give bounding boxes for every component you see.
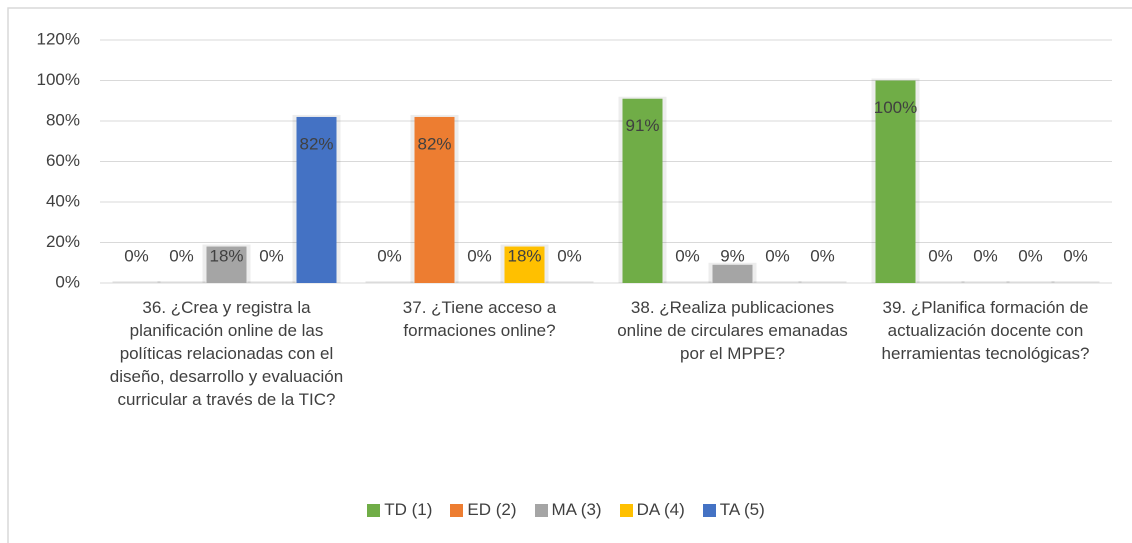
x-tick-label: 37. ¿Tiene acceso a formaciones online? xyxy=(402,298,557,340)
data-label: 0% xyxy=(259,246,284,265)
bar xyxy=(875,80,916,283)
data-label: 82% xyxy=(417,134,451,153)
data-label: 0% xyxy=(124,246,149,265)
data-label: 0% xyxy=(467,246,492,265)
bar-shadow xyxy=(1006,281,1055,283)
data-label: 0% xyxy=(928,246,953,265)
data-label: 82% xyxy=(299,134,333,153)
bar-shadow xyxy=(455,281,504,283)
legend-label: TA (5) xyxy=(719,500,765,519)
data-label: 0% xyxy=(169,246,194,265)
legend-label: ED (2) xyxy=(467,500,517,519)
y-tick-label: 20% xyxy=(46,232,80,251)
data-label: 0% xyxy=(1018,246,1043,265)
data-label: 18% xyxy=(209,246,243,265)
bar-shadow xyxy=(247,281,296,283)
legend-label: MA (3) xyxy=(551,500,602,519)
legend-label: DA (4) xyxy=(636,500,685,519)
data-label: 0% xyxy=(973,246,998,265)
legend-item: TA (5) xyxy=(702,500,765,520)
bar xyxy=(414,116,455,283)
legend-swatch xyxy=(534,503,548,517)
bar xyxy=(206,246,247,283)
data-label: 0% xyxy=(1063,246,1088,265)
y-tick-label: 120% xyxy=(37,29,80,48)
bar-shadow xyxy=(753,281,802,283)
bar xyxy=(622,98,663,283)
bar-shadow xyxy=(365,281,414,283)
legend-item: TD (1) xyxy=(367,500,432,520)
bar-shadow xyxy=(663,281,712,283)
legend-item: ED (2) xyxy=(450,500,517,520)
legend-item: DA (4) xyxy=(619,500,685,520)
bar-shadow xyxy=(1051,281,1100,283)
data-label: 18% xyxy=(507,246,541,265)
legend-swatch xyxy=(367,503,381,517)
legend-swatch xyxy=(619,503,633,517)
data-label: 9% xyxy=(720,246,745,265)
legend-label: TD (1) xyxy=(384,500,433,519)
bar-shadow xyxy=(961,281,1010,283)
bar-shadow xyxy=(916,281,965,283)
data-label: 0% xyxy=(810,246,835,265)
bar-shadow xyxy=(157,281,206,283)
bar xyxy=(712,264,753,283)
y-tick-label: 80% xyxy=(46,110,80,129)
bar-shadow xyxy=(545,281,594,283)
legend-swatch xyxy=(450,503,464,517)
data-label: 0% xyxy=(557,246,582,265)
x-tick-label: 38. ¿Realiza publicaciones online de cir… xyxy=(617,298,848,363)
bar-shadow xyxy=(112,281,161,283)
legend-swatch xyxy=(702,503,716,517)
x-tick-label: 36. ¿Crea y registra la planificación on… xyxy=(109,298,344,409)
legend: TD (1) ED (2) MA (3) DA (4) TA (5) xyxy=(0,500,1132,520)
y-tick-label: 40% xyxy=(46,191,80,210)
y-tick-label: 0% xyxy=(55,272,80,291)
chart-border xyxy=(7,7,1132,543)
bar xyxy=(504,246,545,283)
bar xyxy=(296,116,337,283)
x-tick-label: 39. ¿Planifica formación de actualizació… xyxy=(881,298,1090,363)
data-label: 0% xyxy=(765,246,790,265)
legend-item: MA (3) xyxy=(534,500,602,520)
y-tick-label: 100% xyxy=(37,70,80,89)
bar-shadow xyxy=(798,281,847,283)
data-label: 91% xyxy=(625,116,659,135)
data-label: 0% xyxy=(675,246,700,265)
data-label: 0% xyxy=(377,246,402,265)
y-tick-label: 60% xyxy=(46,151,80,170)
data-label: 100% xyxy=(874,98,917,117)
